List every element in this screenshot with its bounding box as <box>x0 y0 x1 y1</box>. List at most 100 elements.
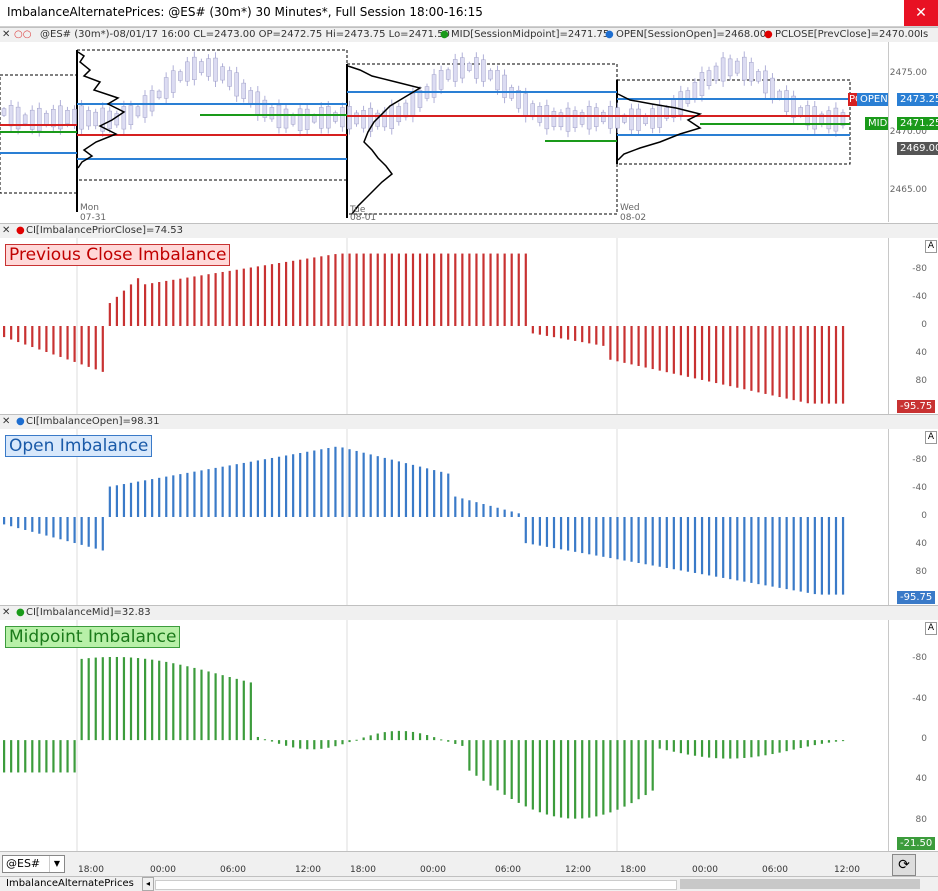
axis-tick: 0 <box>921 734 927 745</box>
date-label: 08-02 <box>620 213 646 222</box>
tab-imbalance[interactable]: ImbalanceAlternatePrices <box>6 878 134 889</box>
indicator-axis[interactable]: A 80 40 0 -40 -80 -95.75 <box>888 429 938 605</box>
candle-body <box>163 77 169 99</box>
axis-tick: -40 <box>912 693 927 704</box>
histogram-bar <box>66 740 69 773</box>
axis-mode-icon[interactable]: A <box>925 240 937 253</box>
histogram-bar <box>736 326 739 388</box>
close-icon[interactable]: ✕ <box>2 416 11 427</box>
candle-body <box>410 93 416 117</box>
scrollbar-thumb[interactable] <box>680 879 920 889</box>
candle-body <box>248 90 253 105</box>
histogram-bar <box>841 740 845 742</box>
histogram-bar <box>411 464 415 517</box>
histogram-bar <box>475 253 478 326</box>
histogram-bar <box>31 517 34 532</box>
histogram-bar <box>510 253 513 326</box>
candle-body <box>502 74 507 98</box>
price-panel-header: ✕ ○○ @ES# (30m*)-08/01/17 16:00 CL=2473.… <box>0 27 938 43</box>
histogram-bar <box>482 740 485 781</box>
histogram-bar <box>200 669 203 741</box>
histogram-bar <box>559 740 563 818</box>
close-icon[interactable]: ✕ <box>2 607 11 618</box>
histogram-bar <box>567 517 570 551</box>
histogram-bar <box>524 253 527 326</box>
axis-mode-icon[interactable]: A <box>925 431 937 444</box>
histogram-bar <box>799 740 802 749</box>
scrollbar-track[interactable] <box>155 880 677 890</box>
axis-tick: 80 <box>915 814 927 825</box>
indicator-axis[interactable]: A 80 40 0 -40 -80 -21.50 <box>888 620 938 851</box>
price-axis[interactable]: 2475.00 2470.00 2465.00 2473.25 2471.25 … <box>888 42 938 222</box>
histogram-bar <box>489 253 492 326</box>
histogram-bar <box>369 253 372 326</box>
candle-body <box>438 70 444 90</box>
histogram-bar <box>827 326 831 404</box>
indicator-panel[interactable]: Open Imbalance <box>0 429 888 605</box>
histogram-bar <box>651 326 654 370</box>
candle-body <box>763 70 768 94</box>
price-chart-panel[interactable]: Mon 07-31 Tue 08-01 Wed 08-02 PC OPEN MI… <box>0 42 891 222</box>
histogram-bar <box>411 731 415 741</box>
candle-body <box>29 109 35 130</box>
histogram-bar <box>390 731 393 741</box>
histogram-bar <box>376 456 379 517</box>
histogram-bar <box>806 326 809 404</box>
histogram-bar <box>764 517 767 586</box>
chevron-down-icon[interactable]: ▼ <box>49 856 64 872</box>
histogram-bar <box>87 658 90 741</box>
axis-tick: 2475.00 <box>889 68 927 78</box>
volume-profile <box>347 65 422 215</box>
indicator-panel[interactable]: Midpoint Imbalance <box>0 620 888 851</box>
histogram-bar <box>567 740 570 819</box>
histogram-bar <box>545 740 549 815</box>
close-icon[interactable]: ✕ <box>2 225 11 236</box>
candle-body <box>812 106 817 130</box>
time-tick: 12:00 <box>834 865 860 875</box>
histogram-bar <box>292 740 295 748</box>
symbol-selector[interactable]: @ES# ▼ <box>2 855 65 873</box>
candle-body <box>417 90 423 108</box>
candle-body <box>706 70 712 86</box>
mid-dot-icon: ● <box>440 29 449 40</box>
histogram-bar <box>531 740 534 810</box>
histogram-bar <box>475 740 478 776</box>
histogram-bar <box>158 282 161 326</box>
refresh-icon[interactable]: ⟳ <box>892 854 916 876</box>
indicator-svg <box>3 238 845 414</box>
indicator-axis[interactable]: A 80 40 0 -40 -80 -95.75 <box>888 238 938 414</box>
close-icon[interactable]: ✕ <box>2 29 11 40</box>
close-icon[interactable]: ✕ <box>904 0 938 26</box>
histogram-bar <box>538 517 541 546</box>
candle-body <box>311 114 317 123</box>
histogram-bar <box>418 466 422 517</box>
candle-body <box>742 56 747 81</box>
candle-body <box>579 112 585 125</box>
histogram-bar <box>468 253 471 326</box>
candle-body <box>798 107 803 116</box>
candle-body <box>100 107 105 132</box>
histogram-bar <box>404 731 408 741</box>
candle-body <box>72 108 77 126</box>
histogram-bar <box>799 326 802 402</box>
histogram-bar <box>588 740 591 818</box>
axis-tick: 2465.00 <box>889 185 927 195</box>
scroll-left-icon[interactable]: ◂ <box>142 877 154 891</box>
histogram-bar <box>771 517 774 587</box>
histogram-bar <box>637 740 640 800</box>
axis-mode-icon[interactable]: A <box>925 622 937 635</box>
histogram-bar <box>679 326 682 376</box>
candle-body <box>544 105 550 130</box>
histogram-bar <box>144 284 147 326</box>
histogram-bar <box>404 463 408 517</box>
histogram-bar <box>390 459 393 517</box>
histogram-bar <box>665 326 668 373</box>
histogram-bar <box>722 326 725 385</box>
candle-body <box>474 57 479 79</box>
candle-body <box>185 61 190 82</box>
indicator-panel[interactable]: Previous Close Imbalance <box>0 238 888 414</box>
histogram-bar <box>172 475 175 517</box>
candle-body <box>488 70 493 80</box>
histogram-bar <box>623 326 626 363</box>
candle-body <box>326 106 331 129</box>
